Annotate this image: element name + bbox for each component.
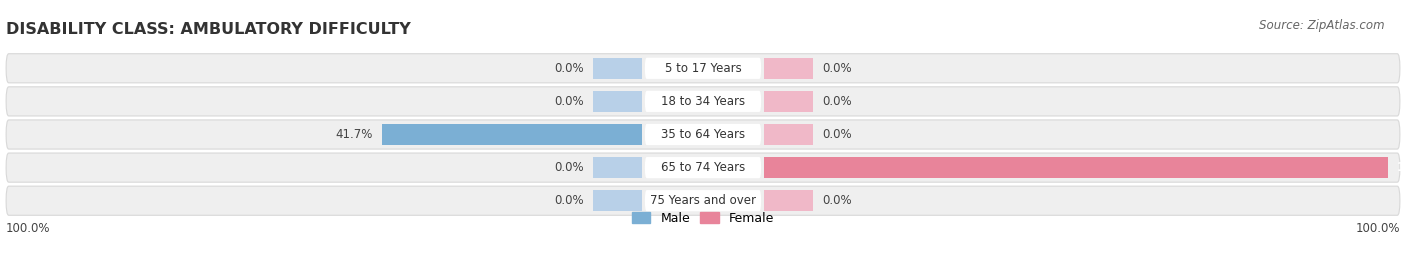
FancyBboxPatch shape — [6, 186, 1400, 215]
Bar — [382, 124, 643, 145]
Bar — [593, 190, 643, 211]
Text: 18 to 34 Years: 18 to 34 Years — [661, 95, 745, 108]
Text: 0.0%: 0.0% — [823, 128, 852, 141]
FancyBboxPatch shape — [645, 58, 761, 79]
Text: 75 Years and over: 75 Years and over — [650, 194, 756, 207]
Bar — [763, 91, 813, 112]
Text: 0.0%: 0.0% — [554, 194, 583, 207]
FancyBboxPatch shape — [645, 190, 761, 211]
Legend: Male, Female: Male, Female — [631, 212, 775, 225]
FancyBboxPatch shape — [6, 153, 1400, 182]
Text: 5 to 17 Years: 5 to 17 Years — [665, 62, 741, 75]
Text: 100.0%: 100.0% — [1396, 161, 1406, 174]
Text: 65 to 74 Years: 65 to 74 Years — [661, 161, 745, 174]
FancyBboxPatch shape — [6, 87, 1400, 116]
FancyBboxPatch shape — [645, 124, 761, 145]
Bar — [593, 91, 643, 112]
Text: Source: ZipAtlas.com: Source: ZipAtlas.com — [1260, 19, 1385, 32]
Text: 0.0%: 0.0% — [823, 62, 852, 75]
Text: 35 to 64 Years: 35 to 64 Years — [661, 128, 745, 141]
Text: DISABILITY CLASS: AMBULATORY DIFFICULTY: DISABILITY CLASS: AMBULATORY DIFFICULTY — [6, 22, 411, 37]
Bar — [763, 124, 813, 145]
Text: 100.0%: 100.0% — [1355, 222, 1400, 235]
Text: 0.0%: 0.0% — [554, 62, 583, 75]
Text: 41.7%: 41.7% — [335, 128, 373, 141]
FancyBboxPatch shape — [6, 54, 1400, 83]
Bar — [763, 157, 1388, 178]
Bar — [593, 157, 643, 178]
Text: 0.0%: 0.0% — [554, 95, 583, 108]
FancyBboxPatch shape — [6, 120, 1400, 149]
FancyBboxPatch shape — [645, 157, 761, 178]
FancyBboxPatch shape — [645, 91, 761, 112]
Bar — [763, 58, 813, 79]
Text: 100.0%: 100.0% — [6, 222, 51, 235]
Text: 0.0%: 0.0% — [554, 161, 583, 174]
Bar — [763, 190, 813, 211]
Bar — [593, 58, 643, 79]
Text: 0.0%: 0.0% — [823, 95, 852, 108]
Text: 0.0%: 0.0% — [823, 194, 852, 207]
